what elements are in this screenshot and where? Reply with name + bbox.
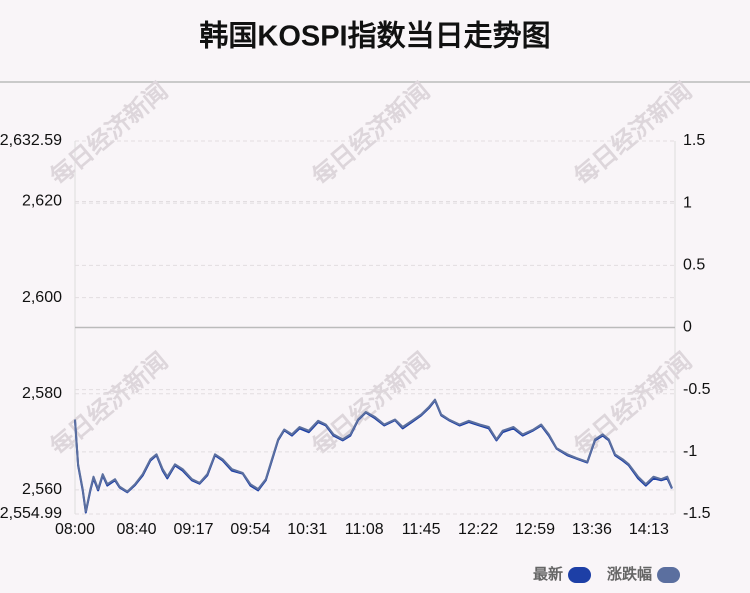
x-tick-label: 10:31 bbox=[287, 521, 327, 538]
line bbox=[74, 398, 673, 513]
chart-title: 韩国KOSPI指数当日走势图 bbox=[199, 20, 550, 53]
x-tick-label: 08:40 bbox=[117, 521, 157, 538]
x-tick-label: 09:54 bbox=[230, 521, 270, 538]
watermark: 每日经济新闻 bbox=[44, 76, 173, 191]
y-tick-label: 2,560 bbox=[22, 481, 62, 498]
y-tick-label: 2,632.59 bbox=[0, 132, 62, 149]
watermark: 每日经济新闻 bbox=[568, 346, 697, 461]
y2-tick-label: 0.5 bbox=[683, 257, 705, 274]
legend-label: 涨跌幅 bbox=[607, 565, 652, 583]
y-tick-label: 2,580 bbox=[22, 385, 62, 402]
y2-tick-label: 0 bbox=[683, 319, 692, 336]
y2-tick-label: 1.5 bbox=[683, 132, 705, 149]
x-tick-label: 11:08 bbox=[345, 521, 384, 538]
legend-swatch bbox=[657, 567, 681, 583]
watermark: 每日经济新闻 bbox=[306, 76, 435, 191]
legend-swatch bbox=[568, 567, 592, 583]
x-tick-label: 14:13 bbox=[629, 521, 669, 538]
y2-tick-label: -1 bbox=[683, 443, 697, 460]
x-tick-label: 12:59 bbox=[515, 521, 555, 538]
y2-tick-label: -0.5 bbox=[683, 381, 711, 398]
x-tick-label: 09:17 bbox=[173, 521, 213, 538]
x-tick-label: 11:45 bbox=[402, 521, 441, 538]
x-tick-label: 08:00 bbox=[55, 521, 95, 538]
x-tick-label: 12:22 bbox=[458, 521, 498, 538]
y2-tick-label: 1 bbox=[683, 194, 692, 211]
watermark: 每日经济新闻 bbox=[568, 76, 697, 191]
x-tick-label: 13:36 bbox=[572, 521, 612, 538]
watermark: 每日经济新闻 bbox=[306, 346, 435, 461]
y2-tick-label: -1.5 bbox=[683, 505, 711, 522]
y-tick-label: 2,554.99 bbox=[0, 505, 62, 522]
legend-label: 最新 bbox=[533, 565, 563, 583]
watermark: 每日经济新闻 bbox=[44, 346, 173, 461]
y-tick-label: 2,600 bbox=[22, 289, 62, 306]
y-tick-label: 2,620 bbox=[22, 193, 62, 210]
